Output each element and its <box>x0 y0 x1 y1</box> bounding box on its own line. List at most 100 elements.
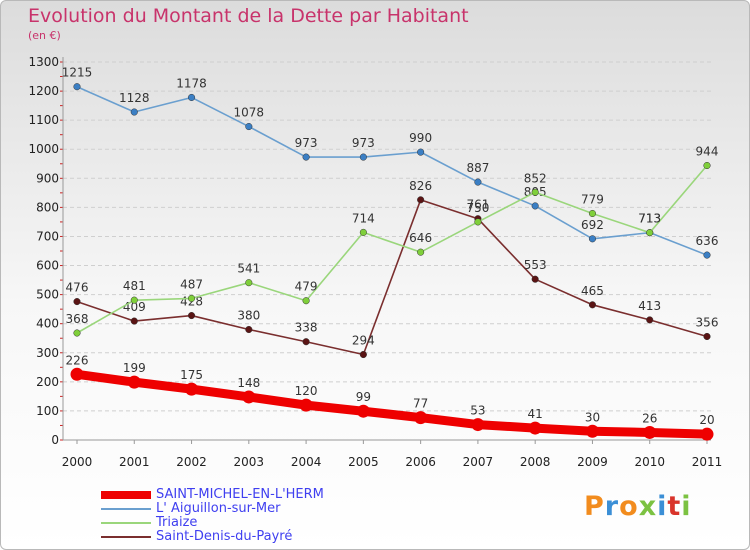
legend-swatch <box>101 522 151 524</box>
data-point <box>588 209 597 218</box>
data-point <box>703 161 711 170</box>
y-tick-label: 0 <box>51 433 59 447</box>
x-tick-label: 2002 <box>176 455 207 469</box>
x-tick-label: 2004 <box>291 455 322 469</box>
data-label: 1128 <box>119 91 150 105</box>
y-tick-label: 700 <box>36 229 59 243</box>
data-label: 852 <box>524 171 547 185</box>
data-label: 41 <box>528 407 543 421</box>
data-label: 713 <box>638 212 661 226</box>
data-label: 1215 <box>62 66 93 80</box>
y-tick-label: 800 <box>36 200 59 214</box>
y-tick-label: 900 <box>36 171 59 185</box>
data-point <box>245 123 253 131</box>
x-tick-label: 2005 <box>348 455 379 469</box>
data-label: 30 <box>585 410 600 424</box>
data-label: 1178 <box>176 76 207 90</box>
data-point <box>185 382 199 396</box>
chart-subtitle: (en €) <box>28 29 61 42</box>
data-label: 646 <box>409 231 432 245</box>
data-label: 148 <box>237 376 260 390</box>
data-point <box>187 93 196 102</box>
x-tick-label: 2008 <box>520 455 551 469</box>
y-tick-label: 500 <box>36 288 59 302</box>
data-point <box>299 398 313 412</box>
logo-letter: i <box>657 491 668 522</box>
logo-letter: x <box>638 491 658 522</box>
logo-letter: P <box>584 491 605 522</box>
data-point <box>646 229 654 237</box>
data-point <box>703 251 711 259</box>
x-tick-label: 2000 <box>62 455 93 469</box>
series-line <box>76 85 708 256</box>
data-point <box>245 279 253 287</box>
data-label: 973 <box>295 136 318 150</box>
data-label: 380 <box>237 309 260 323</box>
data-point <box>187 294 196 302</box>
data-point <box>417 248 425 256</box>
chart-title: Evolution du Montant de la Dette par Hab… <box>28 5 469 27</box>
data-point <box>187 312 196 320</box>
data-point <box>531 202 539 210</box>
series-line <box>76 164 708 334</box>
x-tick-label: 2009 <box>577 455 608 469</box>
data-label: 356 <box>696 315 719 329</box>
data-label: 465 <box>581 284 604 298</box>
data-label: 26 <box>642 411 657 425</box>
y-tick-label: 100 <box>36 404 59 418</box>
logo-letter: i <box>681 491 692 522</box>
data-point <box>356 404 370 418</box>
data-label: 226 <box>66 353 89 367</box>
data-label: 541 <box>237 262 260 276</box>
data-label: 761 <box>466 198 489 212</box>
data-point <box>471 418 485 432</box>
data-point <box>703 332 711 341</box>
data-label: 77 <box>413 397 428 411</box>
legend-label: Saint-Denis-du-Payré <box>156 529 293 544</box>
data-point <box>414 411 428 425</box>
x-tick-label: 2001 <box>119 455 150 469</box>
data-point <box>474 218 482 226</box>
data-label: 479 <box>295 280 318 294</box>
data-label: 714 <box>352 211 375 225</box>
data-point <box>130 108 138 116</box>
data-label: 826 <box>409 179 432 193</box>
logo-letter: o <box>619 491 639 522</box>
data-label: 99 <box>356 390 371 404</box>
data-point <box>531 275 539 283</box>
x-tick-label: 2003 <box>234 455 265 469</box>
data-label: 53 <box>470 404 485 418</box>
data-point <box>474 178 482 186</box>
legend-swatch <box>101 536 151 538</box>
legend-label: SAINT-MICHEL-EN-L'HERM <box>156 487 324 502</box>
data-label: 1078 <box>234 106 265 120</box>
data-label: 713 <box>638 212 661 226</box>
data-label: 990 <box>409 131 432 145</box>
data-point <box>646 316 654 324</box>
y-tick-label: 1000 <box>28 142 59 156</box>
data-point <box>417 196 425 204</box>
data-point <box>528 421 542 435</box>
data-point <box>359 350 367 359</box>
y-tick-label: 400 <box>36 317 59 331</box>
data-label: 294 <box>352 334 375 348</box>
y-tick-label: 300 <box>36 346 59 360</box>
data-label: 636 <box>696 234 719 248</box>
x-tick-label: 2007 <box>463 455 494 469</box>
data-label: 779 <box>581 192 604 206</box>
y-tick-label: 200 <box>36 375 59 389</box>
data-label: 476 <box>66 281 89 295</box>
data-point <box>302 153 310 161</box>
data-point <box>302 297 310 305</box>
y-tick-label: 600 <box>36 259 59 273</box>
legend-swatch <box>101 491 151 499</box>
data-label: 973 <box>352 136 375 150</box>
x-tick-label: 2010 <box>634 455 665 469</box>
data-point <box>359 153 367 161</box>
data-point <box>130 317 138 325</box>
data-point <box>359 228 367 236</box>
data-label: 553 <box>524 258 547 272</box>
data-point <box>73 83 81 91</box>
x-tick-label: 2011 <box>692 455 723 469</box>
